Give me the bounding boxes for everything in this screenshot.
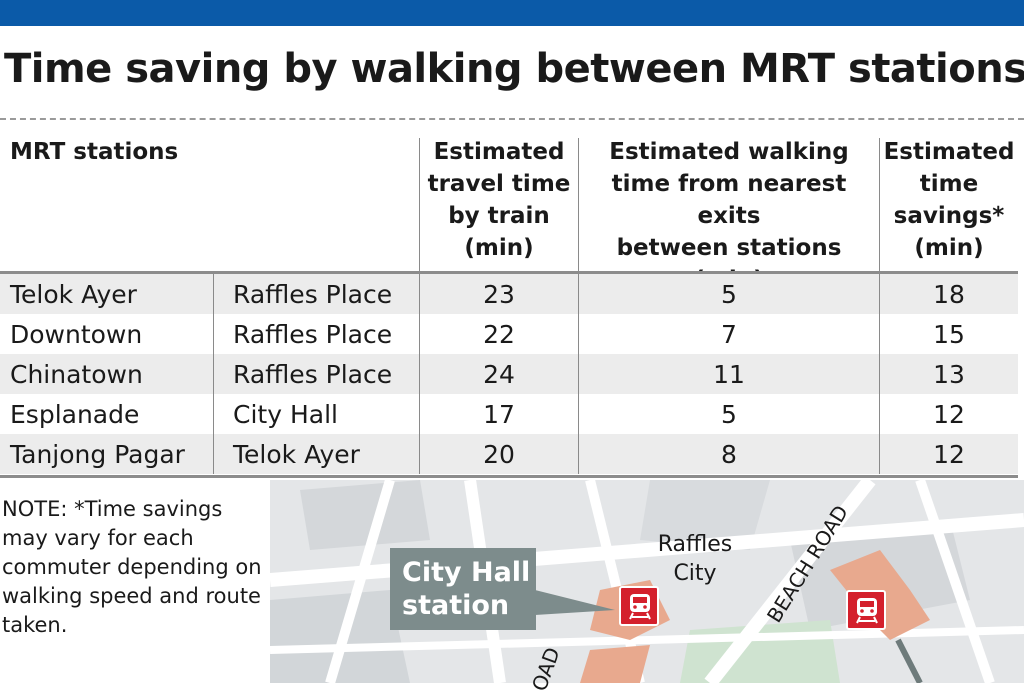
- table-row: Chinatown Raffles Place 24 11 13: [0, 354, 1018, 394]
- city-hall-station-callout: City Hall station: [390, 548, 536, 630]
- table-row: Esplanade City Hall 17 5 12: [0, 394, 1018, 434]
- header-stations: MRT stations: [10, 139, 179, 165]
- column-divider: [879, 274, 880, 474]
- header-walk-time-line: Estimated walking: [609, 139, 849, 165]
- mrt-train-icon: [846, 590, 886, 630]
- title-divider: [0, 118, 1024, 120]
- cell-savings: 18: [933, 280, 965, 309]
- cell-to-station: Telok Ayer: [233, 440, 360, 469]
- cell-walk-time: 7: [721, 320, 737, 349]
- footnote: NOTE: *Time savings may vary for each co…: [2, 497, 262, 637]
- location-map: [270, 480, 1024, 683]
- cell-to-station: Raffles Place: [233, 360, 393, 389]
- table-header: MRT stations Estimated travel time by tr…: [0, 120, 1018, 293]
- cell-from-station: Downtown: [10, 320, 143, 349]
- raffles-city-line: Raffles: [657, 532, 733, 557]
- map-background: [270, 480, 1024, 683]
- header-walk-time-line: time from nearest exits: [611, 171, 847, 229]
- header-divider: [578, 138, 579, 272]
- header-train-time-line: (min): [464, 235, 534, 261]
- table-bottom-rule: [0, 475, 1018, 478]
- callout-line: station: [402, 590, 510, 621]
- page-title: Time saving by walking between MRT stati…: [4, 46, 1024, 92]
- table-row: Telok Ayer Raffles Place 23 5 18: [0, 274, 1018, 314]
- column-divider: [578, 274, 579, 474]
- header-walk-time-line: between stations: [616, 235, 842, 261]
- cell-to-station: Raffles Place: [233, 320, 393, 349]
- header-train-time: Estimated travel time by train (min): [420, 136, 578, 264]
- raffles-city-line: City: [673, 561, 717, 586]
- cell-train-time: 23: [483, 280, 515, 309]
- cell-train-time: 24: [483, 360, 515, 389]
- cell-train-time: 20: [483, 440, 515, 469]
- cell-savings: 15: [933, 320, 965, 349]
- cell-from-station: Tanjong Pagar: [10, 440, 185, 469]
- cell-walk-time: 11: [713, 360, 745, 389]
- cell-walk-time: 5: [721, 400, 737, 429]
- column-divider: [213, 274, 214, 474]
- cell-from-station: Esplanade: [10, 400, 140, 429]
- header-divider: [879, 138, 880, 272]
- header-train-time-line: by train: [448, 203, 550, 229]
- table-row: Downtown Raffles Place 22 7 15: [0, 314, 1018, 354]
- cell-savings: 12: [933, 400, 965, 429]
- table-row: Tanjong Pagar Telok Ayer 20 8 12: [0, 434, 1018, 474]
- cell-walk-time: 5: [721, 280, 737, 309]
- header-train-time-line: travel time: [427, 171, 571, 197]
- header-savings: Estimated time savings* (min): [880, 136, 1018, 264]
- header-savings-line: Estimated: [883, 139, 1015, 165]
- callout-line: City Hall: [402, 557, 531, 588]
- cell-savings: 12: [933, 440, 965, 469]
- header-savings-line: savings*: [893, 203, 1005, 229]
- header-train-time-line: Estimated: [433, 139, 565, 165]
- cell-savings: 13: [933, 360, 965, 389]
- header-savings-line: (min): [914, 235, 984, 261]
- header-savings-line: time: [919, 171, 979, 197]
- cell-to-station: City Hall: [233, 400, 338, 429]
- header-rule: [0, 271, 1018, 274]
- cell-walk-time: 8: [721, 440, 737, 469]
- mrt-train-icon: [619, 586, 659, 626]
- cell-from-station: Chinatown: [10, 360, 143, 389]
- raffles-city-label: Raffles City: [648, 530, 742, 588]
- cell-train-time: 22: [483, 320, 515, 349]
- cell-to-station: Raffles Place: [233, 280, 393, 309]
- cell-from-station: Telok Ayer: [10, 280, 137, 309]
- cell-train-time: 17: [483, 400, 515, 429]
- top-accent-bar: [0, 0, 1024, 26]
- header-divider: [419, 138, 420, 272]
- column-divider: [419, 274, 420, 474]
